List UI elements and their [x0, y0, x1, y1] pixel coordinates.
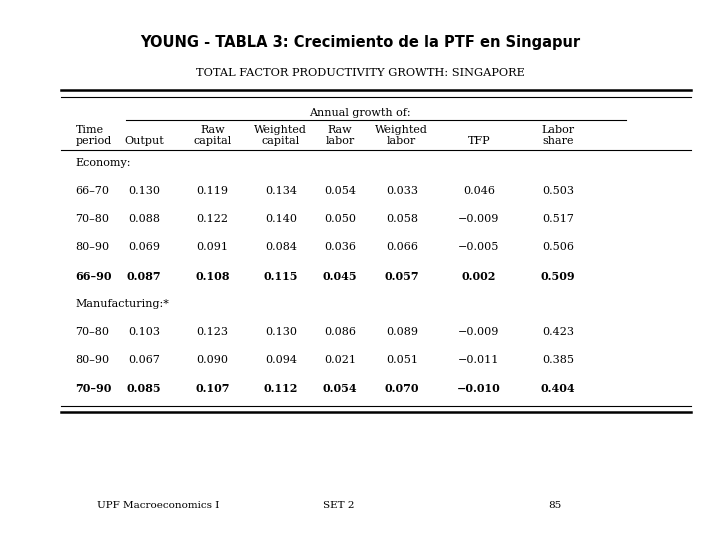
Text: −0.009: −0.009 — [458, 214, 500, 225]
Text: 0.021: 0.021 — [324, 355, 356, 365]
Text: SET 2: SET 2 — [323, 501, 354, 510]
Text: TOTAL FACTOR PRODUCTIVITY GROWTH: SINGAPORE: TOTAL FACTOR PRODUCTIVITY GROWTH: SINGAP… — [196, 68, 524, 78]
Text: 0.385: 0.385 — [542, 355, 574, 365]
Text: 70–80: 70–80 — [76, 327, 109, 337]
Text: TFP: TFP — [467, 136, 490, 146]
Text: 80–90: 80–90 — [76, 242, 109, 253]
Text: 0.046: 0.046 — [463, 186, 495, 197]
Text: UPF Macroeconomics I: UPF Macroeconomics I — [97, 501, 220, 510]
Text: 0.112: 0.112 — [264, 383, 298, 394]
Text: 0.085: 0.085 — [127, 383, 161, 394]
Text: 0.123: 0.123 — [197, 327, 228, 337]
Text: 0.069: 0.069 — [128, 242, 160, 253]
Text: 66–70: 66–70 — [76, 186, 109, 197]
Text: 0.090: 0.090 — [197, 355, 228, 365]
Text: 0.033: 0.033 — [386, 186, 418, 197]
Text: Raw: Raw — [328, 125, 352, 136]
Text: 0.002: 0.002 — [462, 271, 496, 281]
Text: 0.086: 0.086 — [324, 327, 356, 337]
Text: 0.058: 0.058 — [386, 214, 418, 225]
Text: 70–90: 70–90 — [76, 383, 112, 394]
Text: capital: capital — [193, 136, 232, 146]
Text: 0.087: 0.087 — [127, 271, 161, 281]
Text: Annual growth of:: Annual growth of: — [309, 108, 411, 118]
Text: 0.140: 0.140 — [265, 214, 297, 225]
Text: Output: Output — [124, 136, 164, 146]
Text: 0.423: 0.423 — [542, 327, 574, 337]
Text: 66–90: 66–90 — [76, 271, 112, 281]
Text: 0.130: 0.130 — [128, 186, 160, 197]
Text: Weighted: Weighted — [254, 125, 307, 136]
Text: 0.094: 0.094 — [265, 355, 297, 365]
Text: −0.009: −0.009 — [458, 327, 500, 337]
Text: 0.506: 0.506 — [542, 242, 574, 253]
Text: 0.089: 0.089 — [386, 327, 418, 337]
Text: 0.119: 0.119 — [197, 186, 228, 197]
Text: capital: capital — [261, 136, 300, 146]
Text: 70–80: 70–80 — [76, 214, 109, 225]
Text: 0.084: 0.084 — [265, 242, 297, 253]
Text: 80–90: 80–90 — [76, 355, 109, 365]
Text: 0.103: 0.103 — [128, 327, 160, 337]
Text: −0.010: −0.010 — [457, 383, 500, 394]
Text: 0.122: 0.122 — [197, 214, 228, 225]
Text: 0.517: 0.517 — [542, 214, 574, 225]
Text: labor: labor — [325, 136, 354, 146]
Text: period: period — [76, 136, 112, 146]
Text: 0.130: 0.130 — [265, 327, 297, 337]
Text: 0.088: 0.088 — [128, 214, 160, 225]
Text: 0.108: 0.108 — [195, 271, 230, 281]
Text: 85: 85 — [548, 501, 561, 510]
Text: Labor: Labor — [541, 125, 575, 136]
Text: 0.091: 0.091 — [197, 242, 228, 253]
Text: 0.057: 0.057 — [384, 271, 419, 281]
Text: Economy:: Economy: — [76, 158, 131, 168]
Text: share: share — [542, 136, 574, 146]
Text: −0.005: −0.005 — [458, 242, 500, 253]
Text: 0.067: 0.067 — [128, 355, 160, 365]
Text: 0.070: 0.070 — [384, 383, 419, 394]
Text: 0.036: 0.036 — [324, 242, 356, 253]
Text: 0.503: 0.503 — [542, 186, 574, 197]
Text: Time: Time — [76, 125, 104, 136]
Text: 0.404: 0.404 — [541, 383, 575, 394]
Text: 0.066: 0.066 — [386, 242, 418, 253]
Text: 0.054: 0.054 — [323, 383, 357, 394]
Text: −0.011: −0.011 — [458, 355, 500, 365]
Text: Weighted: Weighted — [375, 125, 428, 136]
Text: 0.107: 0.107 — [195, 383, 230, 394]
Text: 0.134: 0.134 — [265, 186, 297, 197]
Text: 0.054: 0.054 — [324, 186, 356, 197]
Text: 0.050: 0.050 — [324, 214, 356, 225]
Text: 0.045: 0.045 — [323, 271, 357, 281]
Text: YOUNG - TABLA 3: Crecimiento de la PTF en Singapur: YOUNG - TABLA 3: Crecimiento de la PTF e… — [140, 35, 580, 50]
Text: 0.115: 0.115 — [264, 271, 298, 281]
Text: labor: labor — [387, 136, 416, 146]
Text: Manufacturing:*: Manufacturing:* — [76, 299, 169, 309]
Text: Raw: Raw — [200, 125, 225, 136]
Text: 0.509: 0.509 — [541, 271, 575, 281]
Text: 0.051: 0.051 — [386, 355, 418, 365]
